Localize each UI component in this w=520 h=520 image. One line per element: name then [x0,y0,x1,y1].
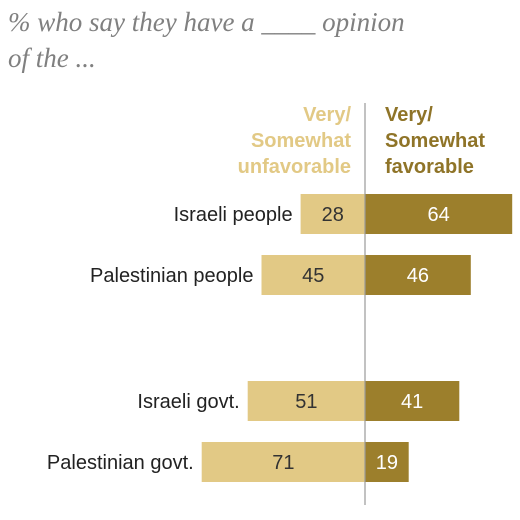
series-header-line: unfavorable [238,156,351,178]
series-header-left: Very/Somewhat unfavorable [238,104,352,178]
value-label-right-3: 41 [401,391,423,413]
value-label-right-4: 19 [376,452,398,474]
series-header-line: Somewhat [385,130,485,152]
subtitle-line-2: of the ... [8,43,96,73]
category-label-1: Israeli people [174,204,293,226]
bar-right-1 [365,194,513,234]
subtitle-line-1: % who say they have a ____ opinion [8,7,405,37]
bar-left-1 [300,194,365,234]
category-label-4: Palestinian govt. [47,452,194,474]
value-label-left-1: 28 [322,204,344,226]
value-label-left-3: 51 [295,391,317,413]
series-header-right: Very/Somewhat favorable [385,104,485,178]
series-header-line: Somewhat [251,130,351,152]
series-header-line: favorable [385,156,474,178]
value-label-right-1: 64 [427,204,449,226]
series-header-line: Very/ [385,104,433,126]
bar-left-3 [247,381,365,421]
value-label-right-2: 46 [407,265,429,287]
category-label-2: Palestinian people [90,265,253,287]
bar-right-2 [365,255,471,295]
value-label-left-2: 45 [302,265,324,287]
chart-subtitle: % who say they have a ____ opinion of th… [8,4,478,76]
bar-left-4 [201,442,365,482]
series-header-line: Very/ [303,104,351,126]
category-label-3: Israeli govt. [137,391,239,413]
bar-right-4 [365,442,409,482]
value-label-left-4: 71 [272,452,294,474]
bar-right-3 [365,381,460,421]
bar-left-2 [261,255,365,295]
